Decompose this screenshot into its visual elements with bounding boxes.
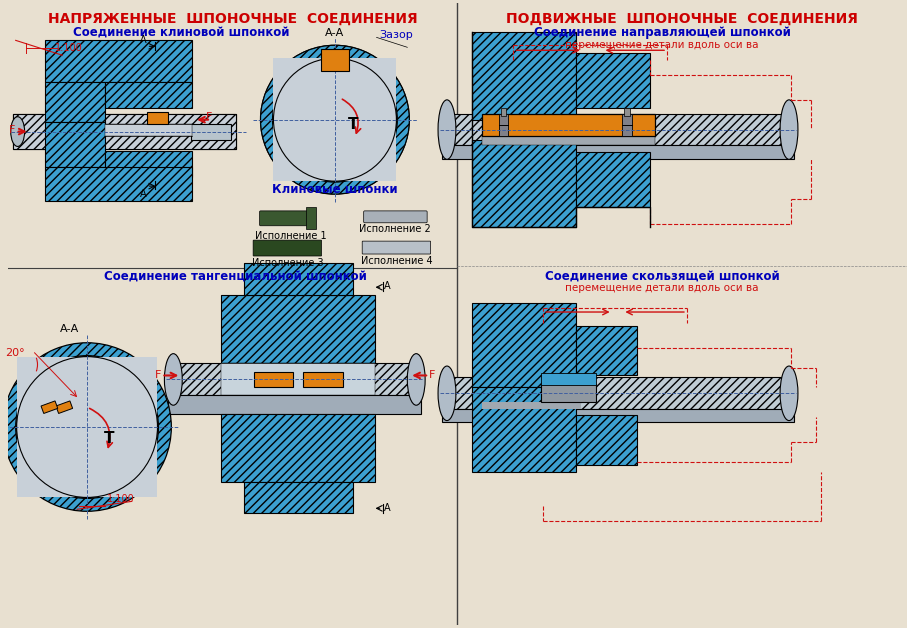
Bar — [576, 153, 650, 207]
Bar — [303, 372, 343, 387]
Bar — [244, 482, 353, 513]
Bar — [622, 114, 632, 136]
Bar — [321, 49, 349, 71]
Bar — [13, 136, 236, 149]
Bar — [472, 303, 576, 387]
Bar — [45, 82, 105, 122]
Bar — [442, 409, 794, 422]
Text: ПОДВИЖНЫЕ  ШПОНОЧНЫЕ  СОЕДИНЕНИЯ: ПОДВИЖНЫЕ ШПОНОЧНЫЕ СОЕДИНЕНИЯ — [506, 11, 858, 26]
Bar — [482, 403, 580, 409]
Bar — [221, 295, 375, 362]
Text: Соединение тангенциальной шпонкой: Соединение тангенциальной шпонкой — [104, 270, 367, 283]
Bar — [169, 362, 421, 395]
Ellipse shape — [438, 100, 456, 160]
Bar — [13, 114, 236, 149]
Text: 1:100: 1:100 — [55, 43, 83, 53]
Bar — [442, 377, 794, 409]
Bar — [472, 139, 576, 227]
Text: Исполнение 4: Исполнение 4 — [361, 256, 433, 266]
Bar — [45, 40, 192, 82]
Text: F: F — [9, 124, 15, 134]
Bar — [13, 114, 236, 136]
FancyBboxPatch shape — [364, 211, 427, 223]
Bar — [105, 124, 192, 136]
Ellipse shape — [407, 354, 425, 405]
Text: Исполнение 1: Исполнение 1 — [255, 230, 327, 241]
Text: A: A — [140, 189, 147, 199]
Bar — [191, 124, 230, 139]
Bar — [482, 114, 655, 136]
Text: A: A — [385, 503, 391, 513]
Bar — [45, 167, 192, 201]
Ellipse shape — [11, 117, 24, 146]
Ellipse shape — [164, 354, 182, 405]
Bar — [274, 58, 396, 181]
Bar — [254, 372, 293, 387]
Bar — [45, 122, 105, 167]
Text: F: F — [206, 112, 212, 122]
Bar — [105, 82, 192, 108]
Circle shape — [274, 58, 396, 181]
Text: перемещение детали вдоль оси ва: перемещение детали вдоль оси ва — [565, 283, 759, 293]
Text: Исполнение 2: Исполнение 2 — [358, 224, 430, 234]
Text: Соединение направляющей шпонкой: Соединение направляющей шпонкой — [533, 26, 791, 39]
Bar — [472, 387, 576, 472]
Text: A: A — [385, 281, 391, 291]
Text: Исполнение 3: Исполнение 3 — [251, 259, 323, 268]
Bar — [541, 374, 596, 386]
Bar — [442, 114, 794, 146]
Text: Соединение клиновой шпонкой: Соединение клиновой шпонкой — [73, 26, 289, 39]
Text: Зазор: Зазор — [379, 30, 414, 40]
Bar — [221, 414, 375, 482]
Ellipse shape — [780, 100, 798, 160]
Text: А-А: А-А — [326, 28, 345, 38]
Text: Клиновые шпонки: Клиновые шпонки — [272, 183, 398, 195]
Bar — [541, 384, 596, 403]
Bar — [244, 263, 353, 295]
Text: 20°: 20° — [5, 348, 24, 358]
Text: перемещение детали вдоль оси ва: перемещение детали вдоль оси ва — [565, 40, 759, 50]
FancyBboxPatch shape — [259, 211, 313, 225]
Ellipse shape — [438, 366, 456, 421]
FancyBboxPatch shape — [362, 241, 431, 254]
Text: НАПРЯЖЕННЫЕ  ШПОНОЧНЫЕ  СОЕДИНЕНИЯ: НАПРЯЖЕННЫЕ ШПОНОЧНЫЕ СОЕДИНЕНИЯ — [48, 11, 417, 26]
Bar — [576, 415, 638, 465]
Text: F: F — [429, 371, 435, 381]
Bar — [576, 53, 650, 108]
Bar — [147, 112, 169, 124]
Text: F: F — [155, 371, 161, 381]
Bar — [16, 357, 158, 497]
Text: A: A — [140, 35, 147, 45]
Polygon shape — [56, 401, 73, 413]
Bar — [501, 108, 506, 116]
Bar — [576, 326, 638, 376]
Text: 1:100: 1:100 — [107, 494, 134, 504]
Text: T: T — [103, 431, 114, 447]
Bar — [105, 151, 192, 177]
Bar — [482, 136, 655, 146]
Polygon shape — [41, 401, 58, 413]
Bar — [442, 146, 794, 160]
Bar — [221, 362, 375, 395]
Bar — [624, 108, 630, 116]
Bar — [499, 114, 509, 136]
Text: А-А: А-А — [60, 324, 79, 334]
Bar — [472, 33, 576, 120]
FancyBboxPatch shape — [253, 240, 322, 256]
Circle shape — [260, 45, 409, 194]
Bar — [307, 207, 317, 229]
Bar — [169, 395, 421, 414]
Ellipse shape — [780, 366, 798, 421]
Text: Соединение скользящей шпонкой: Соединение скользящей шпонкой — [545, 270, 779, 283]
Text: T: T — [347, 117, 358, 132]
Circle shape — [16, 357, 158, 497]
